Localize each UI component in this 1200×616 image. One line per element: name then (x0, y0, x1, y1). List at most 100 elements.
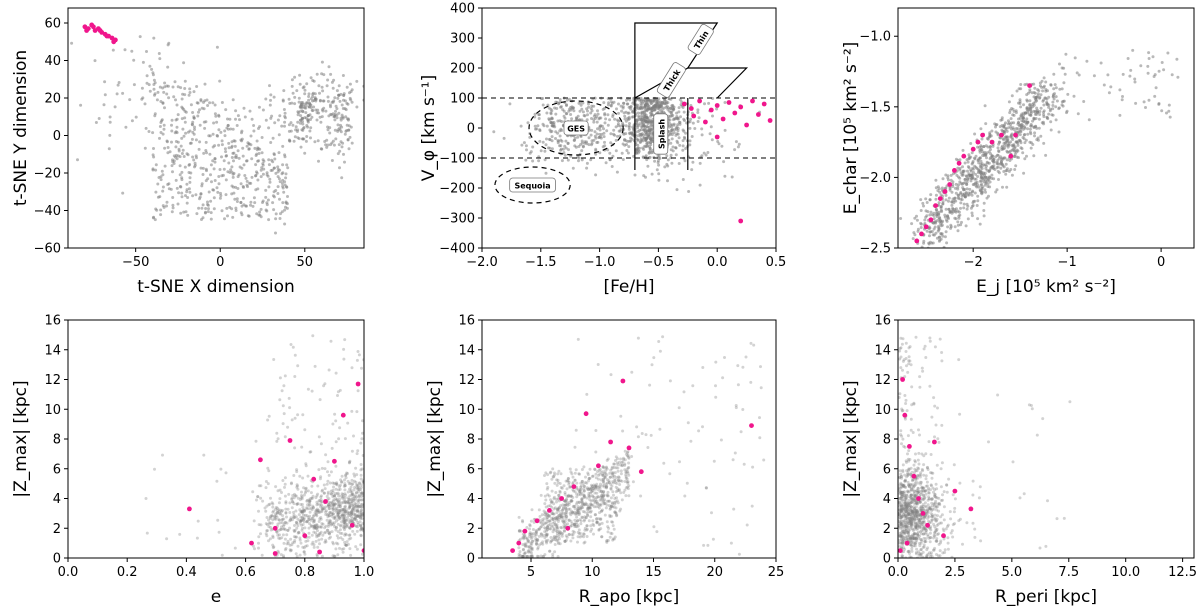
background-point (338, 503, 342, 507)
background-point (319, 442, 323, 446)
background-point (326, 99, 330, 103)
highlight-point (1027, 83, 1032, 88)
background-point (580, 149, 584, 153)
background-point (338, 487, 342, 491)
background-point (269, 93, 273, 97)
background-point (969, 174, 972, 178)
background-point (987, 135, 991, 139)
background-point (915, 218, 919, 222)
background-point (1022, 137, 1026, 141)
background-point (182, 61, 186, 65)
background-point (714, 395, 718, 399)
background-point (971, 204, 975, 207)
background-point (591, 498, 595, 502)
y-tick-label: 400 (450, 2, 475, 17)
background-point (691, 121, 695, 125)
background-point (1054, 95, 1058, 99)
background-point (352, 488, 356, 492)
background-point (669, 153, 673, 157)
background-point (566, 142, 570, 145)
background-point (355, 491, 359, 494)
background-point (299, 503, 303, 506)
background-point (277, 508, 281, 512)
background-point (1036, 92, 1040, 96)
background-point (293, 75, 297, 79)
background-point (601, 465, 605, 469)
background-point (218, 196, 222, 200)
background-point (324, 540, 328, 544)
background-point (145, 74, 149, 78)
background-point (555, 518, 558, 522)
background-point (329, 535, 332, 539)
background-point (1034, 109, 1038, 113)
background-point (226, 170, 230, 174)
background-point (349, 90, 353, 94)
background-point (298, 121, 302, 125)
background-point (561, 147, 565, 151)
background-point (530, 541, 534, 545)
background-point (1013, 149, 1017, 153)
background-point (151, 73, 155, 77)
background-point (170, 123, 173, 127)
background-point (562, 114, 566, 118)
background-point (312, 518, 316, 522)
background-point (197, 147, 201, 151)
energy-panel: −2 −1 0−2.5−2.0−1.5−1.0E_j [10⁵ km² s⁻²]E_… (841, 7, 1195, 297)
background-point (582, 493, 585, 497)
background-point (158, 57, 162, 61)
background-point (320, 60, 324, 64)
background-point (317, 468, 321, 472)
background-point (672, 131, 676, 135)
background-point (310, 508, 314, 512)
y-axis-label: E_char [10⁵ km² s⁻²] (841, 42, 861, 215)
background-point (352, 517, 356, 521)
background-point (213, 160, 217, 164)
background-point (995, 153, 999, 157)
background-point (596, 505, 600, 508)
background-point (598, 128, 602, 132)
background-point (266, 174, 270, 178)
background-point (672, 107, 676, 111)
background-point (330, 514, 334, 518)
background-point (554, 491, 558, 494)
background-point (590, 484, 594, 488)
background-point (322, 106, 326, 110)
background-point (911, 237, 915, 241)
background-point (677, 110, 681, 114)
background-point (581, 145, 585, 149)
background-point (543, 474, 546, 477)
background-point (346, 499, 350, 503)
background-point (199, 99, 203, 103)
background-point (232, 151, 236, 155)
background-point (547, 137, 551, 141)
background-point (523, 551, 527, 555)
background-point (1041, 120, 1045, 124)
background-point (580, 504, 583, 508)
background-point (276, 489, 280, 493)
background-point (302, 516, 306, 520)
background-point (338, 528, 342, 532)
background-point (1120, 98, 1124, 102)
background-point (158, 125, 162, 128)
background-point (543, 511, 547, 515)
background-point (331, 501, 334, 505)
background-point (598, 151, 602, 155)
background-point (601, 107, 605, 111)
background-point (271, 514, 274, 518)
background-point (186, 130, 190, 134)
background-point (356, 513, 360, 517)
background-point (528, 531, 532, 535)
background-point (607, 101, 611, 105)
background-point (295, 555, 299, 558)
background-point (276, 508, 279, 512)
background-point (657, 163, 661, 167)
background-point (627, 494, 631, 498)
background-point (604, 485, 608, 489)
background-point (681, 139, 685, 143)
background-point (335, 519, 338, 523)
background-point (527, 550, 530, 554)
background-point (356, 525, 360, 529)
background-point (360, 505, 364, 509)
background-point (603, 485, 607, 489)
background-point (1006, 145, 1010, 149)
